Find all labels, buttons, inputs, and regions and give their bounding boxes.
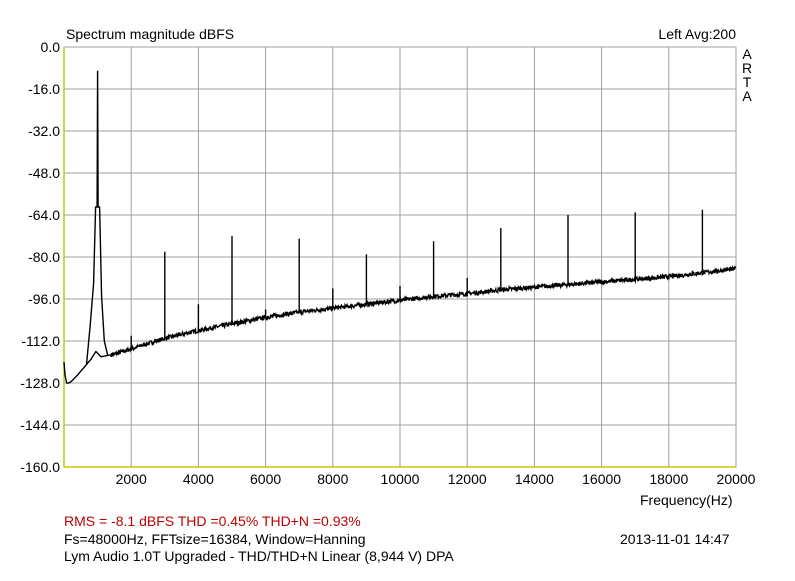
x-tick-label: 6000 bbox=[250, 471, 281, 487]
x-tick-label: 14000 bbox=[515, 471, 554, 487]
x-tick-label: 2000 bbox=[116, 471, 147, 487]
y-tick-label: -128.0 bbox=[20, 375, 60, 391]
x-tick-label: 12000 bbox=[448, 471, 487, 487]
x-tick-label: 16000 bbox=[582, 471, 621, 487]
y-tick-label: -64.0 bbox=[28, 207, 60, 223]
arta-brand: A R T A bbox=[741, 47, 753, 103]
brand-letter: A bbox=[742, 46, 752, 62]
x-tick-label: 18000 bbox=[649, 471, 688, 487]
brand-letter: A bbox=[742, 88, 752, 104]
chart-title: Spectrum magnitude dBFS bbox=[66, 26, 235, 42]
rms-thd-readout: RMS = -8.1 dBFS THD =0.45% THD+N =0.93% bbox=[64, 513, 361, 529]
y-tick-label: -160.0 bbox=[20, 459, 60, 475]
x-tick-label: 4000 bbox=[183, 471, 214, 487]
y-tick-label: -16.0 bbox=[28, 81, 60, 97]
y-tick-label: 0.0 bbox=[41, 39, 61, 55]
y-tick-label: -48.0 bbox=[28, 165, 60, 181]
y-tick-label: -32.0 bbox=[28, 123, 60, 139]
fundamental-peak bbox=[85, 70, 109, 365]
brand-letter: R bbox=[741, 60, 753, 76]
fft-settings: Fs=48000Hz, FFTsize=16384, Window=Hannin… bbox=[64, 531, 366, 547]
measurement-timestamp: 2013-11-01 14:47 bbox=[620, 531, 730, 547]
brand-letter: T bbox=[742, 74, 752, 90]
x-axis-label: Frequency(Hz) bbox=[640, 492, 733, 508]
x-tick-label: 10000 bbox=[381, 471, 420, 487]
measurement-description: Lym Audio 1.0T Upgraded - THD/THD+N Line… bbox=[64, 548, 454, 564]
y-tick-label: -144.0 bbox=[20, 417, 60, 433]
x-tick-label: 20000 bbox=[717, 471, 756, 487]
x-tick-label: 8000 bbox=[317, 471, 348, 487]
y-tick-label: -112.0 bbox=[21, 333, 60, 349]
y-tick-label: -96.0 bbox=[28, 291, 60, 307]
channel-average-info: Left Avg:200 bbox=[658, 26, 736, 42]
y-tick-label: -80.0 bbox=[28, 249, 60, 265]
